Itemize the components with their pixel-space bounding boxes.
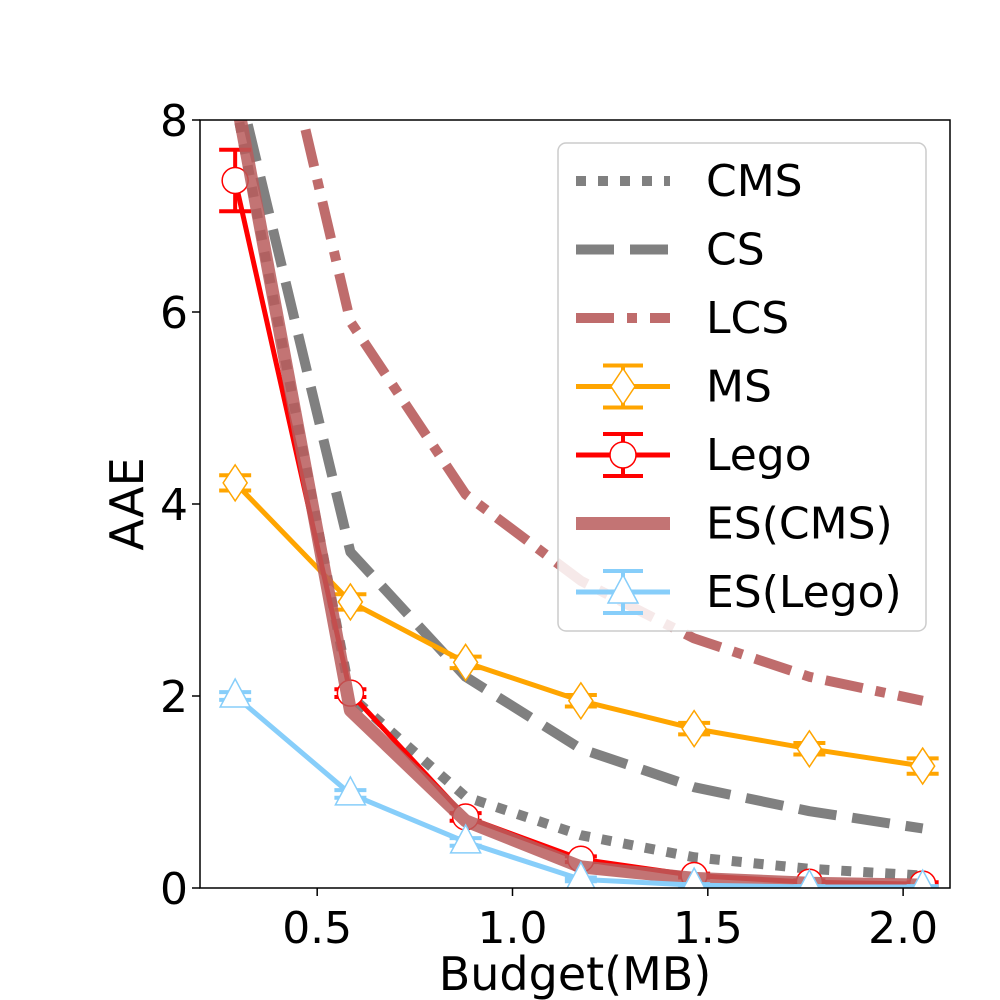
data-point [912, 868, 934, 888]
legend-label: MS [706, 362, 772, 413]
series-cs [241, 120, 924, 834]
legend-marker [610, 367, 636, 406]
legend-label: ES(Lego) [706, 567, 902, 618]
legend-label: Lego [706, 430, 812, 481]
data-point [222, 463, 249, 503]
data-point [218, 677, 252, 708]
legend-item: CS [576, 225, 765, 276]
legend-marker [609, 441, 637, 469]
data-point [334, 775, 367, 806]
data-point [682, 866, 706, 888]
legend-item: LCS [576, 293, 789, 344]
data-point [452, 643, 479, 682]
legend-item: ES(Lego) [576, 567, 902, 618]
data-point [796, 729, 823, 769]
data-point [909, 746, 936, 786]
y-axis-ticks: 0 2 4 6 8 [160, 96, 200, 915]
data-point [567, 681, 594, 721]
data-point [798, 868, 820, 888]
y-tick-label: 6 [160, 288, 188, 339]
series-ms [219, 463, 939, 786]
plot-frame [199, 119, 951, 889]
series-line [233, 120, 923, 881]
legend-item: MS [576, 362, 772, 413]
x-axis-label: Budget(MB) [439, 947, 712, 1000]
legend-item: ES(CMS) [576, 499, 893, 550]
legend-item: Lego [576, 430, 812, 481]
data-point [337, 582, 364, 622]
y-tick-label: 8 [160, 96, 188, 147]
data-point [566, 860, 596, 888]
x-tick-label: 1.0 [478, 903, 548, 954]
legend-label: LCS [706, 293, 789, 344]
x-tick-label: 0.5 [282, 903, 352, 954]
legend-label: CMS [706, 156, 803, 207]
x-tick-label: 2.0 [868, 903, 938, 954]
legend-marker [606, 573, 640, 604]
series-cms [233, 120, 923, 881]
legend-label: CS [706, 225, 765, 276]
legend-item: CMS [576, 156, 803, 207]
x-tick-label: 1.5 [673, 903, 743, 954]
y-tick-label: 2 [160, 672, 188, 723]
y-tick-label: 0 [160, 864, 188, 915]
legend-box [557, 142, 927, 632]
y-axis-label: AAE [100, 457, 154, 550]
series-line [241, 120, 924, 834]
data-point [681, 709, 708, 748]
legend-label: ES(CMS) [706, 499, 893, 550]
legend: CMS CS LCS MS Lego ES(CMS) ES(Lego) [557, 142, 927, 632]
y-tick-label: 4 [160, 480, 188, 531]
x-axis-ticks: 0.5 1.0 1.5 2.0 [282, 888, 938, 954]
data-point [449, 823, 482, 854]
